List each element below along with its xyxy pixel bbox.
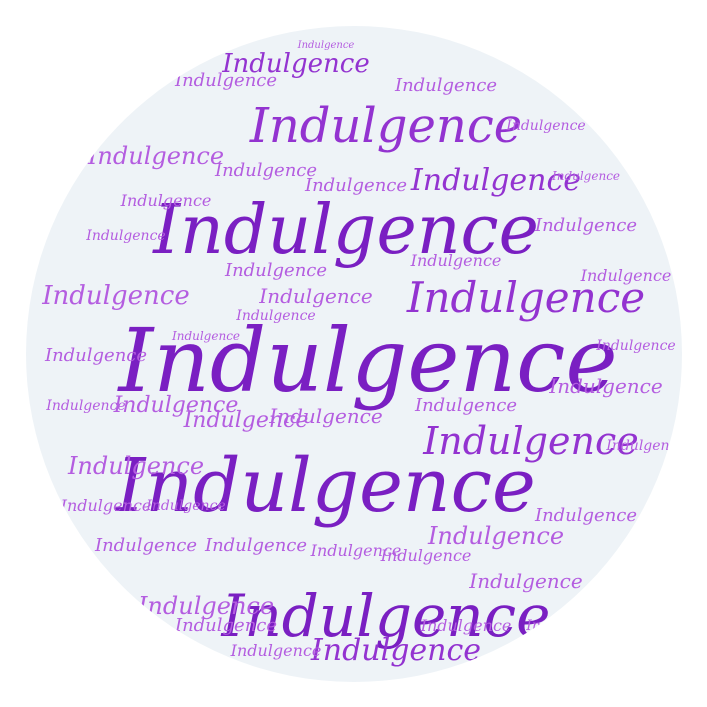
word-item: Indulgence: [221, 582, 551, 650]
word-item: Indulgence: [87, 142, 225, 170]
word-item: Indulgence: [304, 175, 408, 196]
word-item: Indulgence: [427, 522, 565, 550]
word-item: Indulgence: [222, 49, 370, 79]
word-item: Indulgence: [183, 408, 309, 433]
word-item: Indulgence: [94, 535, 198, 556]
word-item: Indulgence: [174, 70, 278, 91]
word-item: Indulgence: [406, 273, 646, 322]
word-item: Indulgence: [423, 419, 639, 463]
word-item: Indulgence: [230, 641, 322, 660]
word-item: Indulgence: [44, 345, 148, 366]
word-item: Indulgence: [174, 615, 278, 636]
word-item: Indulgence: [86, 228, 166, 244]
word-item: Indulgence: [153, 191, 539, 270]
word-item: Indulgence: [171, 329, 241, 343]
word-item: Indulgence: [534, 505, 638, 526]
word-item: Indulgence: [469, 569, 583, 593]
word-item: Indulgence: [534, 215, 638, 236]
word-item: Indulgence: [410, 163, 582, 198]
word-item: Indulgence: [204, 535, 308, 556]
word-item: Indulgence: [310, 541, 402, 560]
word-largest: Indulgence: [118, 309, 618, 412]
word-item: Indulgence: [116, 443, 536, 529]
word-item: Indulgence: [269, 404, 383, 428]
word-item: Indulgence: [526, 618, 606, 634]
word-item: Indulgence: [596, 338, 676, 354]
word-item: Indulgence: [146, 498, 226, 514]
word-item: Indulgence: [46, 398, 126, 414]
word-item: Indulgence: [580, 266, 672, 285]
word-cloud: Indulgence Indulgence Indulgence Indulgence…: [26, 26, 682, 682]
word-item: Indulgence: [310, 633, 482, 668]
word-item: Indulgence: [224, 260, 328, 281]
word-item: Indulgence: [297, 40, 355, 51]
word-item: Indulgence: [394, 75, 498, 96]
word-item: Indulgence: [60, 496, 152, 515]
word-item: Indulgence: [551, 169, 621, 183]
word-item: Indulgence: [236, 308, 316, 324]
word-item: Indulgence: [113, 393, 239, 418]
word-item: Indulgence: [549, 374, 663, 398]
word-item: Indulgence: [380, 546, 472, 565]
word-item: Indulgence: [606, 438, 682, 454]
word-item: Indulgence: [420, 616, 512, 635]
word-item: Indulgence: [506, 118, 586, 134]
word-item: Indulgence: [120, 191, 212, 210]
word-item: Indulgence: [259, 284, 373, 308]
word-item: Indulgence: [249, 98, 523, 154]
word-item: Indulgence: [414, 395, 518, 416]
word-item: Indulgence: [67, 452, 205, 480]
word-item: Indulgence: [214, 160, 318, 181]
word-item: Indulgence: [410, 251, 502, 270]
word-item: Indulgence: [42, 281, 190, 311]
word-item: Indulgence: [137, 592, 275, 620]
